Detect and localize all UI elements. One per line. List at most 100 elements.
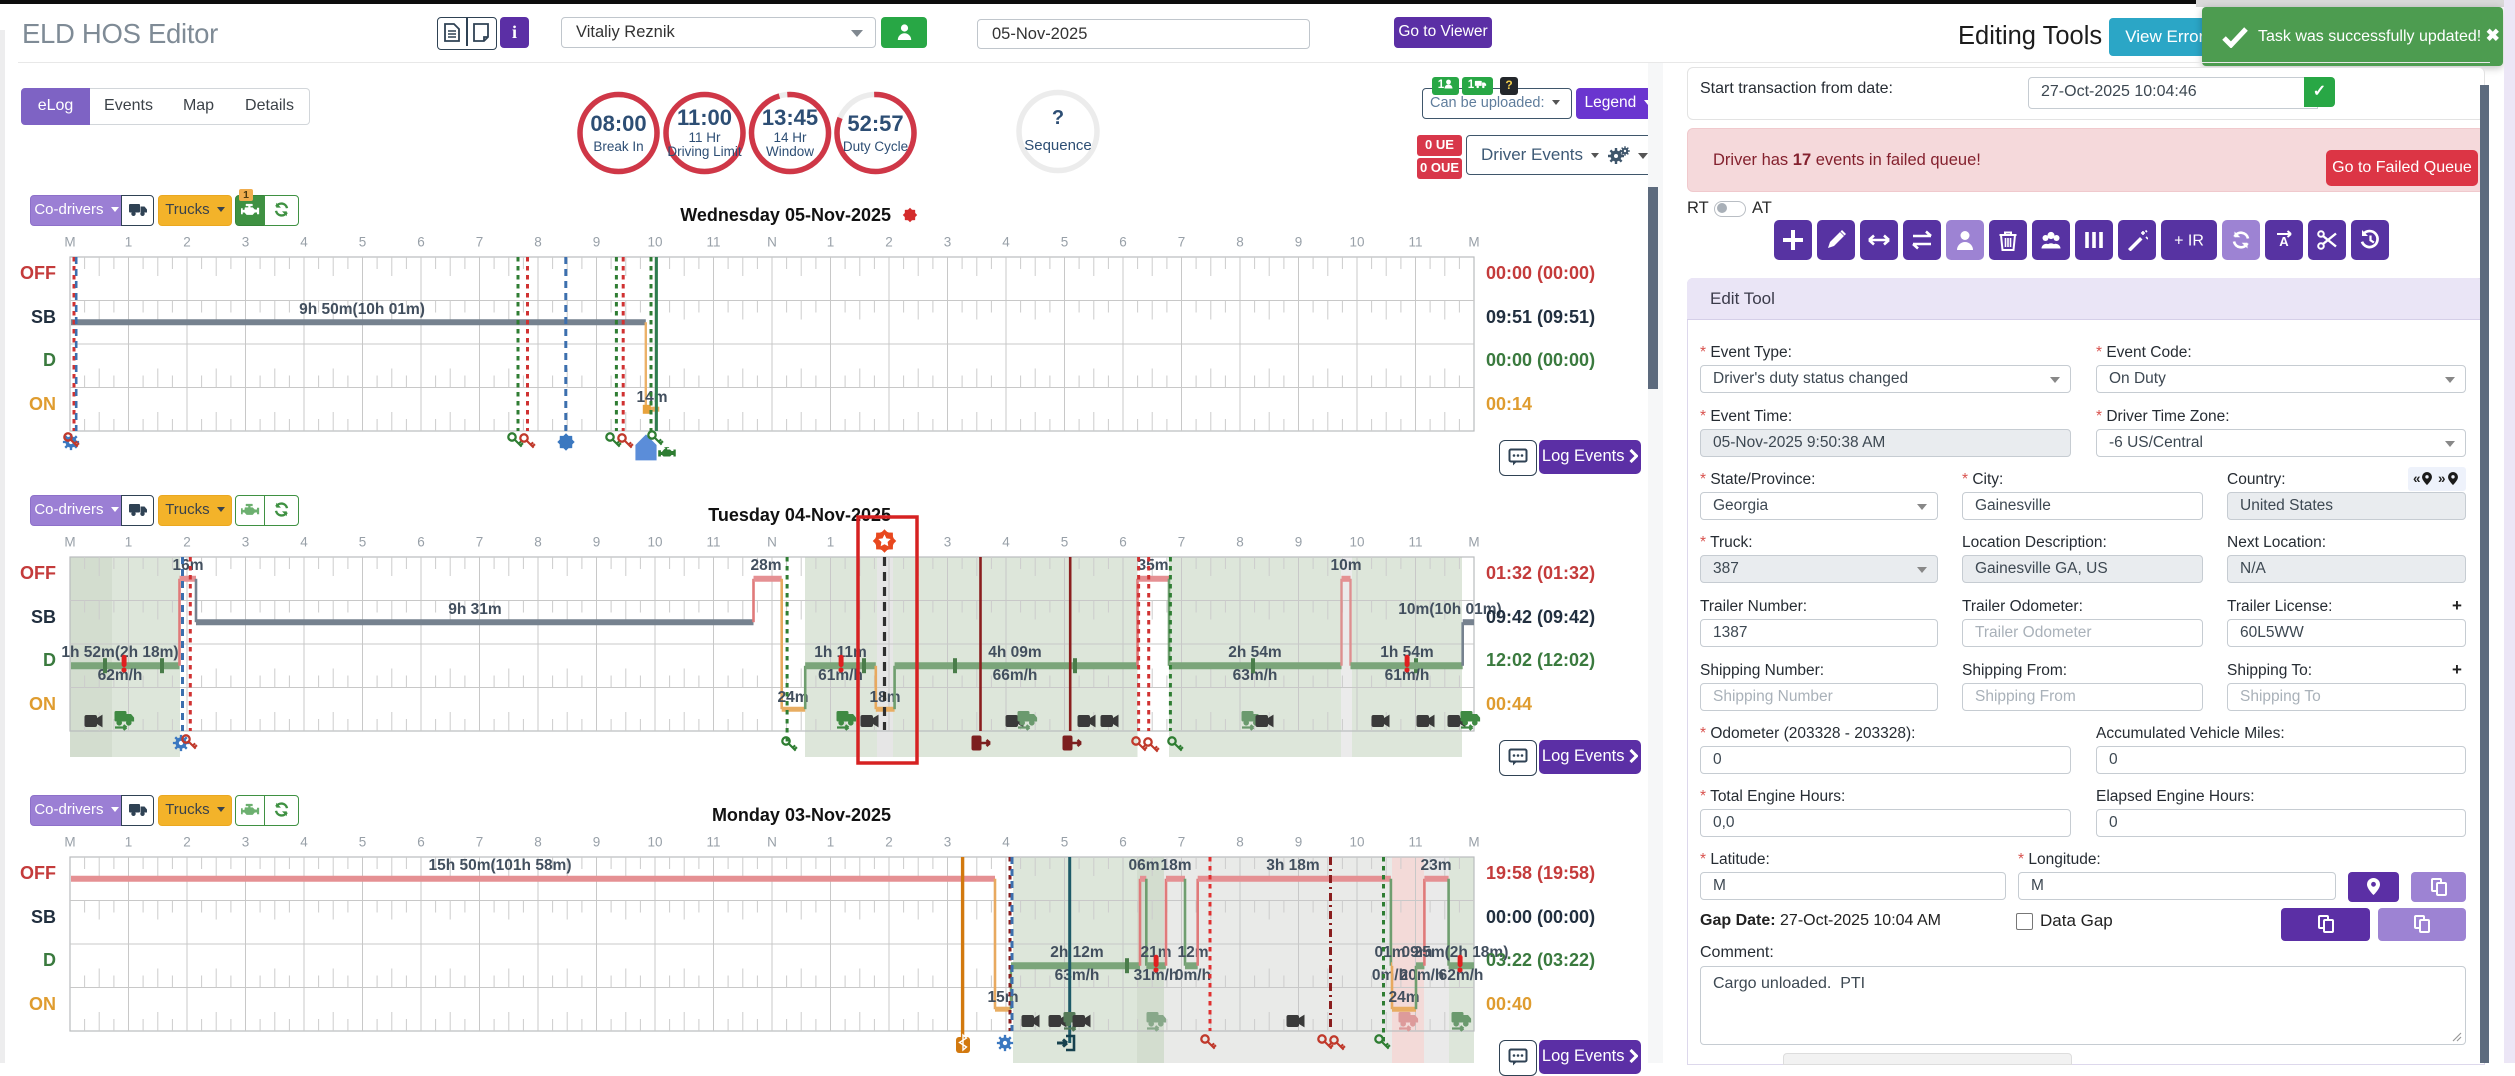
svg-text:52:57: 52:57: [847, 111, 903, 136]
svg-text:0m/h: 0m/h: [1175, 967, 1211, 984]
svg-text:8: 8: [1236, 535, 1244, 550]
svg-text:00:00 (00:00): 00:00 (00:00): [1486, 263, 1595, 283]
svg-text:7: 7: [476, 235, 484, 250]
svg-text:2: 2: [885, 235, 893, 250]
svg-text:M: M: [1468, 835, 1479, 850]
svg-text:6: 6: [417, 835, 425, 850]
svg-text:8: 8: [534, 835, 542, 850]
svg-text:20m/h: 20m/h: [1400, 967, 1445, 984]
svg-text:6: 6: [1119, 535, 1127, 550]
svg-text:M: M: [64, 535, 75, 550]
svg-text:Tuesday 04-Nov-2025: Tuesday 04-Nov-2025: [708, 505, 891, 525]
svg-text:M: M: [64, 235, 75, 250]
svg-text:15m: 15m: [987, 989, 1018, 1006]
svg-text:06m: 06m: [1128, 857, 1159, 874]
svg-text:9: 9: [1295, 835, 1303, 850]
svg-text:ON: ON: [29, 394, 56, 414]
svg-text:2: 2: [885, 835, 893, 850]
svg-text:7: 7: [476, 535, 484, 550]
svg-text:3: 3: [242, 235, 250, 250]
svg-text:16m: 16m: [172, 557, 203, 574]
svg-text:8: 8: [1236, 835, 1244, 850]
svg-text:7: 7: [476, 835, 484, 850]
svg-text:9h 50m(10h 01m): 9h 50m(10h 01m): [299, 301, 425, 318]
svg-text:Monday 03-Nov-2025: Monday 03-Nov-2025: [712, 805, 891, 825]
svg-text:11: 11: [706, 835, 720, 850]
svg-text:?: ?: [1052, 107, 1064, 129]
svg-text:1: 1: [125, 535, 133, 550]
svg-text:1h 52m(2h 18m): 1h 52m(2h 18m): [61, 644, 178, 661]
svg-text:2: 2: [183, 535, 191, 550]
svg-text:1: 1: [827, 835, 835, 850]
svg-text:10m: 10m: [1330, 557, 1361, 574]
svg-text:10: 10: [647, 535, 662, 550]
svg-text:9h 31m: 9h 31m: [448, 601, 501, 618]
svg-text:10m(10h 01m): 10m(10h 01m): [1398, 601, 1501, 618]
svg-text:1: 1: [125, 835, 133, 850]
svg-text:4: 4: [300, 835, 308, 850]
svg-text:1h 54m: 1h 54m: [1380, 644, 1433, 661]
svg-text:10: 10: [1349, 835, 1364, 850]
svg-text:63m/h: 63m/h: [1055, 967, 1100, 984]
svg-text:N: N: [767, 535, 777, 550]
svg-text:M: M: [1468, 235, 1479, 250]
svg-text:N: N: [767, 235, 777, 250]
svg-text:2: 2: [183, 835, 191, 850]
svg-text:11 Hr: 11 Hr: [688, 130, 721, 145]
svg-text:15h 50m(101h 58m): 15h 50m(101h 58m): [428, 857, 571, 874]
svg-text:11: 11: [706, 535, 720, 550]
svg-text:5: 5: [359, 235, 367, 250]
svg-text:OFF: OFF: [20, 863, 56, 883]
svg-text:D: D: [43, 950, 56, 970]
svg-text:61m/h: 61m/h: [818, 667, 863, 684]
svg-text:14m: 14m: [636, 389, 667, 406]
svg-text:OFF: OFF: [20, 563, 56, 583]
svg-text:11:00: 11:00: [677, 105, 732, 130]
svg-text:18m: 18m: [1160, 857, 1191, 874]
svg-text:66m/h: 66m/h: [993, 667, 1038, 684]
svg-text:63m/h: 63m/h: [1233, 667, 1278, 684]
svg-text:8: 8: [534, 535, 542, 550]
svg-text:9: 9: [1295, 535, 1303, 550]
svg-text:62m/h: 62m/h: [98, 667, 143, 684]
svg-text:00:00 (00:00): 00:00 (00:00): [1486, 350, 1595, 370]
svg-text:4h 09m: 4h 09m: [988, 644, 1041, 661]
svg-text:00:44: 00:44: [1486, 694, 1532, 714]
svg-text:11: 11: [1408, 235, 1422, 250]
svg-text:9: 9: [593, 535, 601, 550]
svg-text:Wednesday 05-Nov-2025: Wednesday 05-Nov-2025: [680, 205, 891, 225]
svg-text:62m/h: 62m/h: [1439, 967, 1484, 984]
svg-text:4: 4: [300, 535, 308, 550]
svg-text:3: 3: [944, 235, 952, 250]
svg-text:09m: 09m: [1401, 944, 1432, 961]
svg-text:M: M: [1468, 535, 1479, 550]
svg-text:09:51 (09:51): 09:51 (09:51): [1486, 307, 1595, 327]
svg-text:Window: Window: [766, 144, 814, 159]
svg-text:7: 7: [1178, 235, 1186, 250]
svg-text:14 Hr: 14 Hr: [773, 130, 807, 145]
svg-text:Driving Limit: Driving Limit: [667, 144, 742, 159]
svg-text:24m: 24m: [1388, 989, 1419, 1006]
svg-text:SB: SB: [31, 907, 56, 927]
svg-text:5: 5: [359, 535, 367, 550]
svg-text:12:02 (12:02): 12:02 (12:02): [1486, 650, 1595, 670]
svg-text:N: N: [767, 835, 777, 850]
svg-text:25m(2h 18m): 25m(2h 18m): [1414, 944, 1509, 961]
svg-text:4: 4: [1002, 235, 1010, 250]
svg-text:ON: ON: [29, 994, 56, 1014]
svg-text:M: M: [64, 835, 75, 850]
svg-text:21m: 21m: [1140, 944, 1171, 961]
svg-text:4: 4: [300, 235, 308, 250]
svg-text:2: 2: [183, 235, 191, 250]
svg-text:2h 54m: 2h 54m: [1228, 644, 1281, 661]
svg-text:23m: 23m: [1420, 857, 1451, 874]
svg-text:Sequence: Sequence: [1024, 137, 1092, 154]
svg-text:18m: 18m: [869, 689, 900, 706]
svg-text:11: 11: [706, 235, 720, 250]
svg-text:9: 9: [1295, 235, 1303, 250]
svg-text:2h 12m: 2h 12m: [1050, 944, 1103, 961]
svg-text:4: 4: [1002, 835, 1010, 850]
svg-text:6: 6: [1119, 835, 1127, 850]
svg-text:00:14: 00:14: [1486, 394, 1532, 414]
svg-text:2: 2: [885, 535, 893, 550]
